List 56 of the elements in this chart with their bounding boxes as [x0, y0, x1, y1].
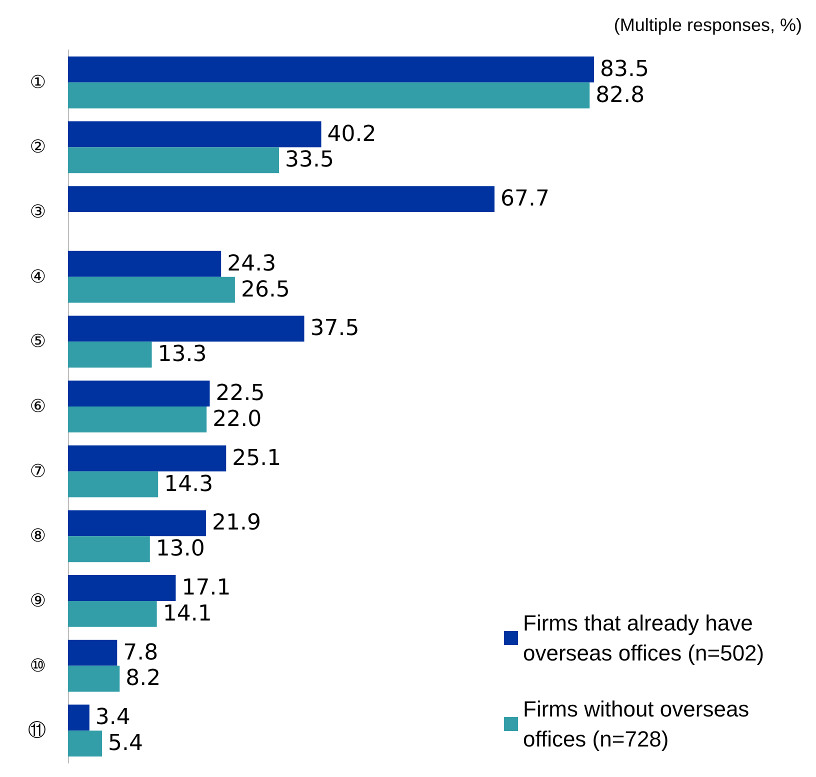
data-label: 13.0 — [156, 536, 205, 562]
data-label: 13.3 — [158, 342, 207, 368]
data-label: 17.1 — [182, 575, 231, 600]
y-tick-label: ⑪ — [28, 720, 46, 742]
data-label: 25.1 — [232, 446, 282, 471]
bar — [68, 445, 226, 472]
bar — [68, 121, 322, 148]
data-label: 8.2 — [126, 666, 161, 692]
text: (Multiple responses, %) — [614, 15, 802, 35]
bar — [68, 406, 207, 432]
y-tick-label: ⑧ — [30, 526, 46, 547]
bar — [68, 471, 158, 498]
bar — [68, 640, 118, 666]
bar — [68, 600, 157, 627]
bar — [68, 82, 590, 108]
data-label: 7.8 — [123, 640, 158, 666]
data-label: 21.9 — [212, 510, 261, 536]
data-label: 67.7 — [500, 186, 550, 212]
bar — [68, 536, 150, 562]
bar — [68, 730, 102, 757]
data-label: 3.4 — [95, 705, 130, 730]
y-tick-label: ③ — [30, 202, 46, 223]
data-label: 24.3 — [227, 251, 276, 276]
data-label: 83.5 — [600, 56, 650, 82]
data-label: 33.5 — [285, 148, 334, 173]
bar — [68, 276, 235, 303]
y-tick-label: ⑤ — [30, 331, 46, 352]
data-label: 22.0 — [212, 406, 262, 432]
data-label: 14.3 — [164, 472, 214, 497]
bar — [68, 56, 594, 82]
legend-label: Firms without overseas offices (n=728) — [523, 696, 756, 752]
data-label: 14.1 — [162, 601, 212, 626]
y-tick-label: ② — [30, 136, 46, 158]
data-label: 26.5 — [240, 277, 290, 302]
bar — [68, 510, 206, 536]
y-tick-label: ④ — [30, 266, 46, 288]
data-label: 82.8 — [596, 82, 645, 108]
legend-label: Firms that already have overseas offices (n=502) — [523, 610, 764, 666]
data-label: 22.5 — [216, 381, 265, 406]
y-tick-label: ⑦ — [30, 460, 46, 482]
bar — [68, 575, 176, 601]
data-label: 5.4 — [108, 731, 144, 756]
data-label: 37.5 — [310, 316, 360, 342]
y-tick-label: ⑩ — [30, 655, 46, 676]
bar — [68, 704, 90, 731]
y-tick-label: ⑥ — [30, 396, 46, 417]
bar — [68, 250, 222, 277]
bar — [68, 186, 495, 212]
bar — [68, 316, 304, 342]
y-tick-label: ⑨ — [30, 590, 46, 612]
bar — [68, 147, 280, 174]
y-tick-label: ① — [30, 72, 46, 93]
bar — [68, 666, 120, 692]
bar — [68, 342, 152, 368]
data-label: 40.2 — [327, 122, 376, 147]
bar — [68, 380, 210, 406]
